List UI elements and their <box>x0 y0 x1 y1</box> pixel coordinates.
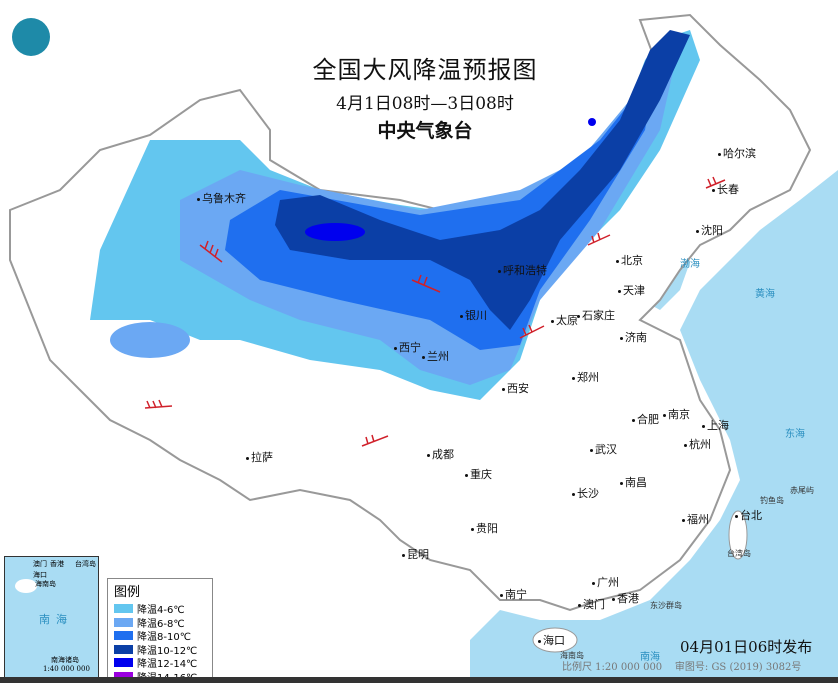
cooling-6-8-west <box>110 322 190 358</box>
city-label: 银川 <box>460 307 487 323</box>
city-label: 武汉 <box>590 441 617 457</box>
south-china-sea-inset: 澳门 香港 台湾岛 海口 海南岛 南海 南海诸岛 1:40 000 000 <box>4 556 99 678</box>
city-label: 重庆 <box>465 466 492 482</box>
sea-label: 东沙群岛 <box>650 601 682 610</box>
sea-label: 钓鱼岛 <box>760 496 784 505</box>
inset-aomen: 澳门 <box>33 560 47 568</box>
wind-barb <box>411 274 441 293</box>
city-label: 济南 <box>620 329 647 345</box>
inset-taiwan: 台湾岛 <box>75 560 96 568</box>
legend-item: 降温4-6℃ <box>108 602 212 616</box>
legend-swatch <box>114 604 133 614</box>
sea-label: 渤海 <box>680 259 700 270</box>
city-label: 沈阳 <box>696 222 723 238</box>
inset-xianggang: 香港 <box>50 560 64 568</box>
sea-label: 黄海 <box>755 289 775 300</box>
legend-swatch <box>114 631 133 641</box>
city-label: 澳门 <box>578 596 605 612</box>
city-label: 拉萨 <box>246 449 273 465</box>
city-label: 贵阳 <box>471 520 498 536</box>
city-label: 上海 <box>702 417 729 433</box>
inset-label: 南海诸岛 <box>51 656 79 664</box>
inset-hainan-shape <box>15 579 37 593</box>
inset-scale: 1:40 000 000 <box>43 665 90 673</box>
title-main: 全国大风降温预报图 <box>312 56 538 84</box>
city-label: 呼和浩特 <box>498 262 547 278</box>
legend-swatch <box>114 658 133 668</box>
inset-hainan: 海南岛 <box>35 580 56 588</box>
city-label: 成都 <box>427 446 454 462</box>
city-label: 北京 <box>616 252 643 268</box>
legend-label: 降温12-14℃ <box>137 659 198 671</box>
city-label: 台北 <box>735 507 762 523</box>
cooling-6-8 <box>180 40 680 385</box>
sea-label: 台湾岛 <box>727 549 751 558</box>
city-label: 天津 <box>618 282 645 298</box>
city-label: 长春 <box>712 181 739 197</box>
city-label: 南宁 <box>500 586 527 602</box>
city-label: 长沙 <box>572 485 599 501</box>
legend-item: 降温8-10℃ <box>108 629 212 643</box>
sea-label: 南海 <box>640 652 660 663</box>
wind-barb <box>144 399 173 409</box>
cooling-10-12 <box>275 30 690 330</box>
city-label: 合肥 <box>632 411 659 427</box>
sea-label: 东海 <box>785 429 805 440</box>
cooling-12-14 <box>305 223 365 241</box>
inset-haikou: 海口 <box>33 571 47 579</box>
legend: 图例 降温4-6℃降温6-8℃降温8-10℃降温10-12℃降温12-14℃降温… <box>107 578 213 684</box>
city-label: 西安 <box>502 380 529 396</box>
city-label: 太原 <box>551 312 578 328</box>
title-agency: 中央气象台 <box>377 120 473 142</box>
wind-barb <box>199 240 223 263</box>
cooling-8-10 <box>225 40 660 350</box>
city-label: 昆明 <box>402 546 429 562</box>
legend-label: 降温4-6℃ <box>137 605 185 617</box>
city-label: 广州 <box>592 574 619 590</box>
inset-sea: 南海 <box>39 613 73 626</box>
city-label: 石家庄 <box>577 307 615 323</box>
city-label: 福州 <box>682 511 709 527</box>
legend-swatch <box>114 644 133 654</box>
legend-item: 降温6-8℃ <box>108 616 212 630</box>
city-label: 兰州 <box>422 348 449 364</box>
legend-swatch <box>114 617 133 627</box>
legend-swatch <box>114 671 133 681</box>
issue-time: 04月01日06时发布 <box>680 638 813 656</box>
cooling-12-14-spot <box>588 118 596 126</box>
footer-scale: 比例尺 1:20 000 000 <box>562 662 663 673</box>
title-period: 4月1日08时—3日08时 <box>336 94 514 114</box>
city-label: 郑州 <box>572 369 599 385</box>
city-label: 海口 <box>538 632 565 648</box>
sea-label: 赤尾屿 <box>790 486 814 495</box>
wind-barb <box>361 434 389 447</box>
city-label: 乌鲁木齐 <box>197 190 246 206</box>
footer: 比例尺 1:20 000 000 审图号: GS (2019) 3082号 <box>562 658 801 673</box>
legend-title: 图例 <box>114 585 141 600</box>
legend-label: 降温8-10℃ <box>137 632 191 644</box>
city-label: 香港 <box>612 590 639 606</box>
sea-area <box>470 170 838 683</box>
bottom-border <box>0 677 838 683</box>
wind-barb <box>587 232 611 246</box>
legend-item: 降温10-12℃ <box>108 643 212 657</box>
city-label: 西宁 <box>394 339 421 355</box>
legend-label: 降温10-12℃ <box>137 645 198 657</box>
sea-label: 海南岛 <box>560 651 584 660</box>
footer-approval: 审图号: GS (2019) 3082号 <box>674 662 802 673</box>
city-label: 南京 <box>663 406 690 422</box>
legend-item: 降温12-14℃ <box>108 656 212 670</box>
map-title: 全国大风降温预报图 4月1日08时—3日08时 中央气象台 <box>280 50 570 143</box>
city-label: 南昌 <box>620 474 647 490</box>
cma-logo <box>12 18 50 56</box>
legend-label: 降温6-8℃ <box>137 618 185 630</box>
wind-barb <box>519 324 545 339</box>
city-label: 杭州 <box>684 436 711 452</box>
city-label: 哈尔滨 <box>718 145 756 161</box>
